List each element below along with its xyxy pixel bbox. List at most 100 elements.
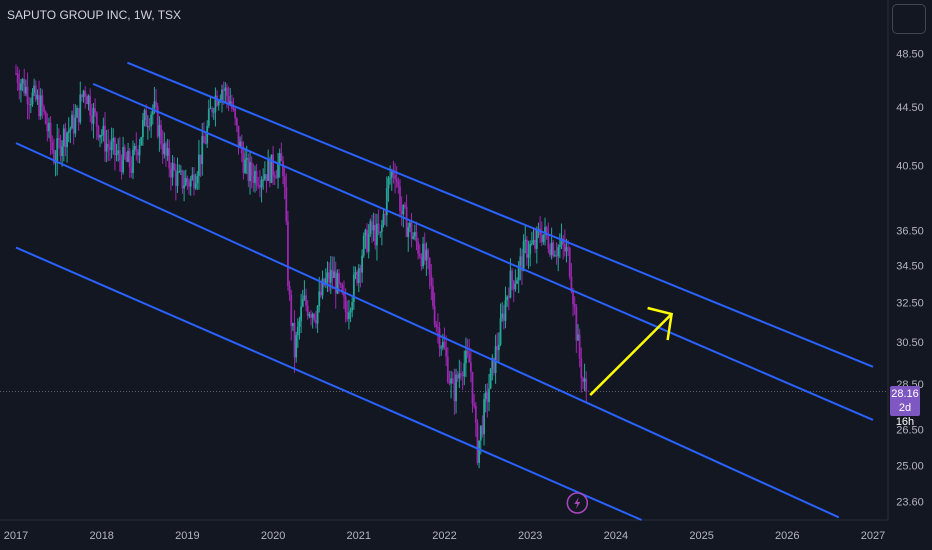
y-tick-label: 25.00 (896, 460, 924, 472)
candle-body (456, 374, 459, 379)
candle-body (199, 154, 202, 164)
candle-body (466, 350, 469, 355)
candle-body (67, 130, 70, 133)
candle-body (408, 222, 411, 228)
candle-body (438, 328, 441, 349)
candle-body (23, 79, 26, 94)
candle-body (277, 163, 279, 178)
candle-body (178, 171, 181, 173)
candle-body (483, 399, 485, 435)
candle-body (494, 346, 497, 373)
x-tick-label: 2025 (689, 530, 713, 542)
lightning-icon (566, 492, 589, 514)
candle-body (21, 79, 24, 84)
candle-body (198, 154, 200, 176)
candle-body (57, 138, 60, 140)
candle-body (311, 314, 314, 318)
candle-body (135, 146, 138, 152)
candle-body (249, 162, 251, 182)
candle-body (211, 108, 214, 113)
candle-body (443, 341, 446, 349)
candle-body (521, 256, 523, 271)
candle-body (303, 295, 306, 300)
candle-body (445, 348, 448, 357)
candle-body (100, 135, 103, 137)
candle-body (425, 249, 428, 261)
candle-body (31, 92, 34, 105)
candle-body (250, 162, 253, 176)
candle-body (272, 154, 274, 176)
candle-body (573, 303, 576, 307)
candle-body (273, 175, 276, 178)
candle-body (293, 322, 296, 358)
y-tick-label: 23.60 (896, 496, 924, 508)
candle-body (188, 182, 190, 187)
candle-body (530, 243, 533, 245)
candle-body (201, 136, 204, 164)
candle-body (499, 318, 502, 345)
y-tick-label: 26.50 (896, 424, 924, 436)
y-tick-label: 32.50 (896, 297, 924, 309)
candle-body (397, 181, 400, 187)
candle-body (385, 188, 388, 216)
candle-body (117, 150, 120, 154)
candle-body (519, 256, 522, 266)
candle-body (540, 235, 543, 243)
candle-body (570, 276, 573, 292)
candle-body (473, 403, 476, 406)
chart-settings-button[interactable] (892, 4, 926, 34)
candle-body (516, 280, 518, 284)
candle-body (130, 167, 133, 174)
candle-body (412, 236, 415, 239)
candle-body (232, 108, 235, 110)
candle-body (39, 95, 42, 117)
candle-body (428, 257, 431, 276)
candle-body (36, 94, 39, 100)
candle-body (440, 347, 443, 349)
candle-body (247, 158, 250, 182)
candle-body (242, 153, 245, 173)
candle-body (49, 122, 52, 143)
candle-body (160, 125, 162, 145)
candle-body (202, 136, 205, 144)
last-price-badge: 28.16 2d 16h (890, 386, 920, 428)
candle-body (153, 101, 156, 108)
candle-body (226, 87, 228, 96)
candle-body (372, 224, 375, 231)
candle-body (207, 108, 210, 126)
candle-body (113, 137, 116, 156)
candle-body (104, 125, 106, 152)
candle-body (209, 108, 212, 110)
candle-body (395, 178, 398, 182)
candle-body (504, 300, 507, 321)
candle-body (259, 184, 261, 188)
candle-body (191, 174, 194, 180)
candle-body (112, 137, 115, 142)
candle-body (298, 321, 301, 327)
candle-body (376, 223, 378, 246)
candle-body (118, 150, 121, 161)
candle-body (26, 86, 29, 104)
candle-body (415, 232, 418, 242)
candle-body (56, 138, 59, 162)
candle-body (582, 378, 584, 382)
candle-body (493, 357, 495, 373)
candle-body (351, 301, 354, 311)
candle-body (545, 226, 548, 236)
candle-body (578, 334, 581, 359)
candle-body (430, 275, 433, 286)
candle-body (509, 270, 512, 298)
candle-body (64, 128, 67, 148)
x-tick-label: 2024 (604, 530, 628, 542)
candle-body (305, 295, 307, 306)
candle-body (507, 296, 510, 298)
candle-body (316, 306, 319, 324)
candle-body (132, 149, 134, 174)
candle-body (583, 378, 586, 382)
candle-body (321, 278, 324, 296)
candle-body (102, 125, 105, 136)
candle-body (158, 125, 161, 137)
candle-body (282, 161, 284, 177)
candle-body (16, 73, 19, 83)
